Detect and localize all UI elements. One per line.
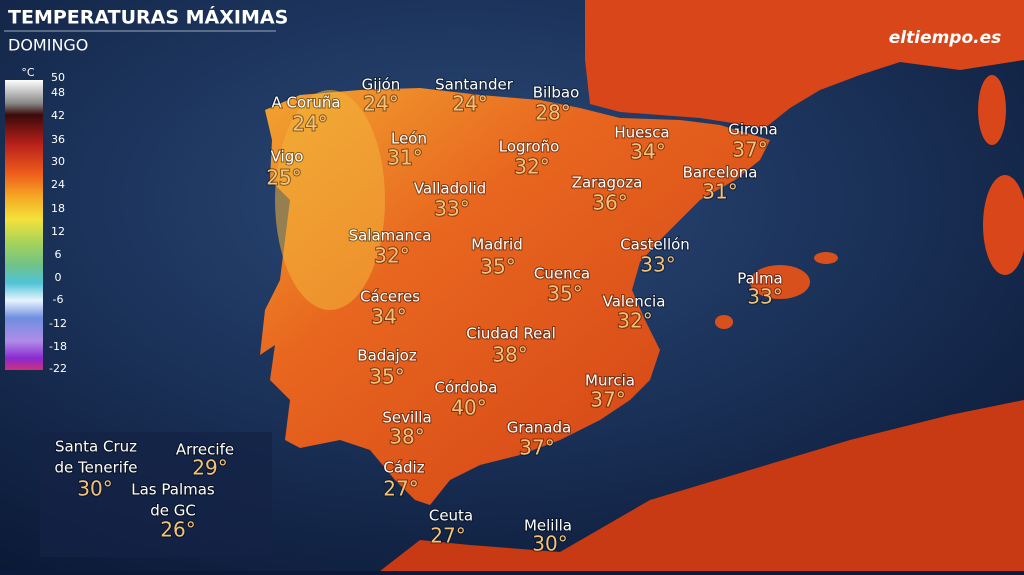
island-name: de Tenerife [55, 459, 138, 477]
city-name: Castellón [620, 236, 690, 254]
logo: eltiempo.es [889, 28, 1002, 48]
city-temp: 33° [747, 285, 782, 309]
city-temp: 24° [292, 112, 327, 136]
legend-tick-label: 50 [51, 71, 65, 84]
city-temp: 35° [369, 365, 404, 389]
city-name: Melilla [524, 517, 572, 535]
city-name: Valladolid [414, 180, 486, 198]
legend-tick-label: -22 [49, 362, 67, 375]
city-temp: 40° [451, 396, 486, 420]
city-temp: 30° [532, 532, 567, 556]
city-temp: 27° [430, 524, 465, 548]
city-name: Barcelona [683, 164, 758, 182]
city-temp: 38° [492, 343, 527, 367]
city-temp: 37° [732, 138, 767, 162]
city-name: Gijón [362, 76, 401, 94]
mallorca [750, 265, 810, 299]
city-name: Cáceres [360, 288, 420, 306]
city-name: Madrid [471, 236, 523, 254]
island-name: Arrecife [176, 441, 234, 459]
legend-bar [5, 80, 43, 370]
city-name: A Coruña [271, 94, 340, 112]
portugal-cool-area [275, 90, 385, 310]
island-name: Santa Cruz [55, 438, 137, 456]
city-name: Logroño [499, 138, 560, 156]
island-temp: 30° [77, 477, 112, 501]
city-temp: 32° [514, 155, 549, 179]
title: TEMPERATURAS MÁXIMAS [8, 6, 288, 29]
menorca [814, 252, 838, 264]
island-temp: 26° [160, 518, 195, 542]
city-temp: 33° [434, 197, 469, 221]
city-temp: 32° [374, 244, 409, 268]
france [585, 0, 1024, 128]
island-temp: 29° [192, 456, 227, 480]
subtitle: DOMINGO [8, 36, 88, 55]
city-temp: 27° [383, 477, 418, 501]
city-name: Valencia [603, 293, 666, 311]
iberia [260, 88, 770, 505]
legend-tick-label: 42 [51, 109, 65, 122]
city-temp: 37° [519, 436, 554, 460]
city-temp: 35° [547, 282, 582, 306]
legend-tick-label: -18 [49, 340, 67, 353]
city-name: Santander [435, 76, 514, 94]
city-temp: 34° [371, 305, 406, 329]
city-name: Bilbao [533, 84, 580, 102]
city-name: Zaragoza [572, 174, 643, 192]
city-name: Murcia [585, 372, 635, 390]
city-temp: 24° [452, 92, 487, 116]
city-name: Cuenca [534, 265, 590, 283]
city-temp: 25° [266, 166, 301, 190]
city-temp: 31° [702, 180, 737, 204]
city-name: Cádiz [383, 459, 424, 477]
city-temp: 38° [389, 425, 424, 449]
city-temp: 32° [617, 309, 652, 333]
legend-tick-label: 48 [51, 86, 65, 99]
island-name: de GC [150, 502, 196, 520]
legend-tick-label: -12 [49, 317, 67, 330]
city-name: Ciudad Real [466, 325, 556, 343]
city-temp: 33° [640, 253, 675, 277]
city-name: Vigo [271, 148, 304, 166]
legend-tick-label: 0 [55, 271, 62, 284]
city-name: León [391, 130, 427, 148]
city-temp: 35° [480, 255, 515, 279]
city-name: Sevilla [382, 409, 431, 427]
city-temp: 34° [630, 140, 665, 164]
city-temp: 37° [590, 388, 625, 412]
canarias-box [40, 432, 272, 557]
city-temp: 28° [535, 101, 570, 125]
legend-tick-label: 30 [51, 155, 65, 168]
corsica [978, 75, 1006, 145]
city-name: Huesca [614, 124, 669, 142]
legend-tick-label: 6 [55, 248, 62, 261]
city-name: Salamanca [349, 227, 432, 245]
city-name: Granada [507, 419, 571, 437]
city-name: Badajoz [357, 347, 417, 365]
city-temp: 31° [387, 146, 422, 170]
legend-unit: °C [21, 66, 35, 79]
legend-tick-label: 24 [51, 178, 65, 191]
city-name: Girona [728, 121, 778, 139]
sardinia [983, 175, 1024, 275]
city-name: Ceuta [429, 507, 473, 525]
legend-tick-label: -6 [53, 293, 64, 306]
city-temp: 24° [363, 92, 398, 116]
legend-tick-label: 12 [51, 225, 65, 238]
island-name: Las Palmas [131, 481, 215, 499]
city-temp: 36° [592, 191, 627, 215]
ibiza [715, 315, 733, 329]
legend-tick-label: 18 [51, 202, 65, 215]
legend-tick-label: 36 [51, 133, 65, 146]
city-name: Córdoba [435, 379, 498, 397]
city-name: Palma [737, 270, 783, 288]
africa [380, 400, 1024, 571]
